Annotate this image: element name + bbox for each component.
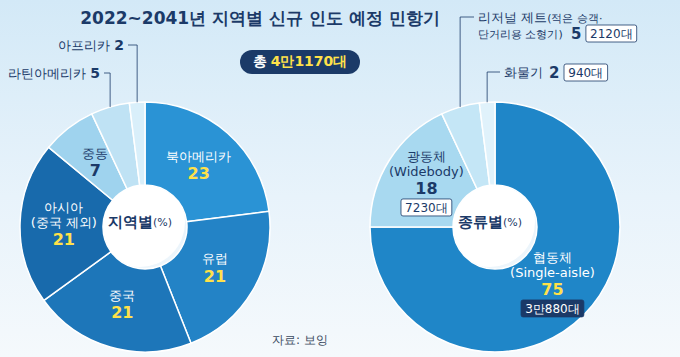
svg-text:2120대: 2120대 bbox=[590, 27, 633, 41]
svg-text:중국: 중국 bbox=[109, 288, 135, 303]
svg-text:3만880대: 3만880대 bbox=[525, 302, 580, 316]
svg-text:(중국 제외): (중국 제외) bbox=[31, 215, 97, 230]
html-text:지역별(%): 지역별(%) bbox=[108, 212, 172, 231]
svg-text:(Widebody): (Widebody) bbox=[389, 164, 464, 179]
svg-text:23: 23 bbox=[188, 164, 210, 183]
html-text:자료: 보잉: 자료: 보잉 bbox=[272, 333, 328, 347]
svg-text:75: 75 bbox=[541, 280, 563, 299]
svg-text:7230대: 7230대 bbox=[405, 201, 448, 215]
svg-text:(Single-aisle): (Single-aisle) bbox=[510, 265, 595, 280]
svg-text:아시아: 아시아 bbox=[44, 200, 83, 215]
svg-text:5: 5 bbox=[571, 25, 581, 43]
svg-text:21: 21 bbox=[53, 230, 75, 249]
svg-text:7: 7 bbox=[90, 161, 101, 180]
svg-text:유럽: 유럽 bbox=[202, 251, 228, 266]
svg-text:협동체: 협동체 bbox=[533, 250, 572, 265]
svg-text:18: 18 bbox=[415, 179, 437, 198]
svg-text:중동: 중동 bbox=[82, 146, 108, 161]
svg-text:화물기: 화물기 bbox=[504, 65, 543, 80]
svg-text:북아메리카: 북아메리카 bbox=[166, 149, 231, 164]
svg-text:아프리카2: 아프리카2 bbox=[58, 37, 124, 53]
svg-text:단거리용 소형기): 단거리용 소형기) bbox=[478, 28, 563, 41]
svg-text:광동체: 광동체 bbox=[407, 149, 446, 164]
html-text:2022~2041년 지역별 신규 인도 예정 민항기: 2022~2041년 지역별 신규 인도 예정 민항기 bbox=[80, 8, 440, 28]
svg-text:940대: 940대 bbox=[568, 66, 603, 80]
html-text:총 4만1170대: 총 4만1170대 bbox=[252, 53, 348, 69]
html-text:종류별(%): 종류별(%) bbox=[458, 212, 522, 231]
svg-text:라틴아메리카5: 라틴아메리카5 bbox=[8, 65, 100, 81]
svg-text:2: 2 bbox=[549, 64, 559, 82]
svg-text:21: 21 bbox=[111, 303, 133, 322]
svg-text:21: 21 bbox=[204, 267, 226, 286]
svg-text:리저널 제트(적은 승객·: 리저널 제트(적은 승객· bbox=[478, 10, 602, 25]
